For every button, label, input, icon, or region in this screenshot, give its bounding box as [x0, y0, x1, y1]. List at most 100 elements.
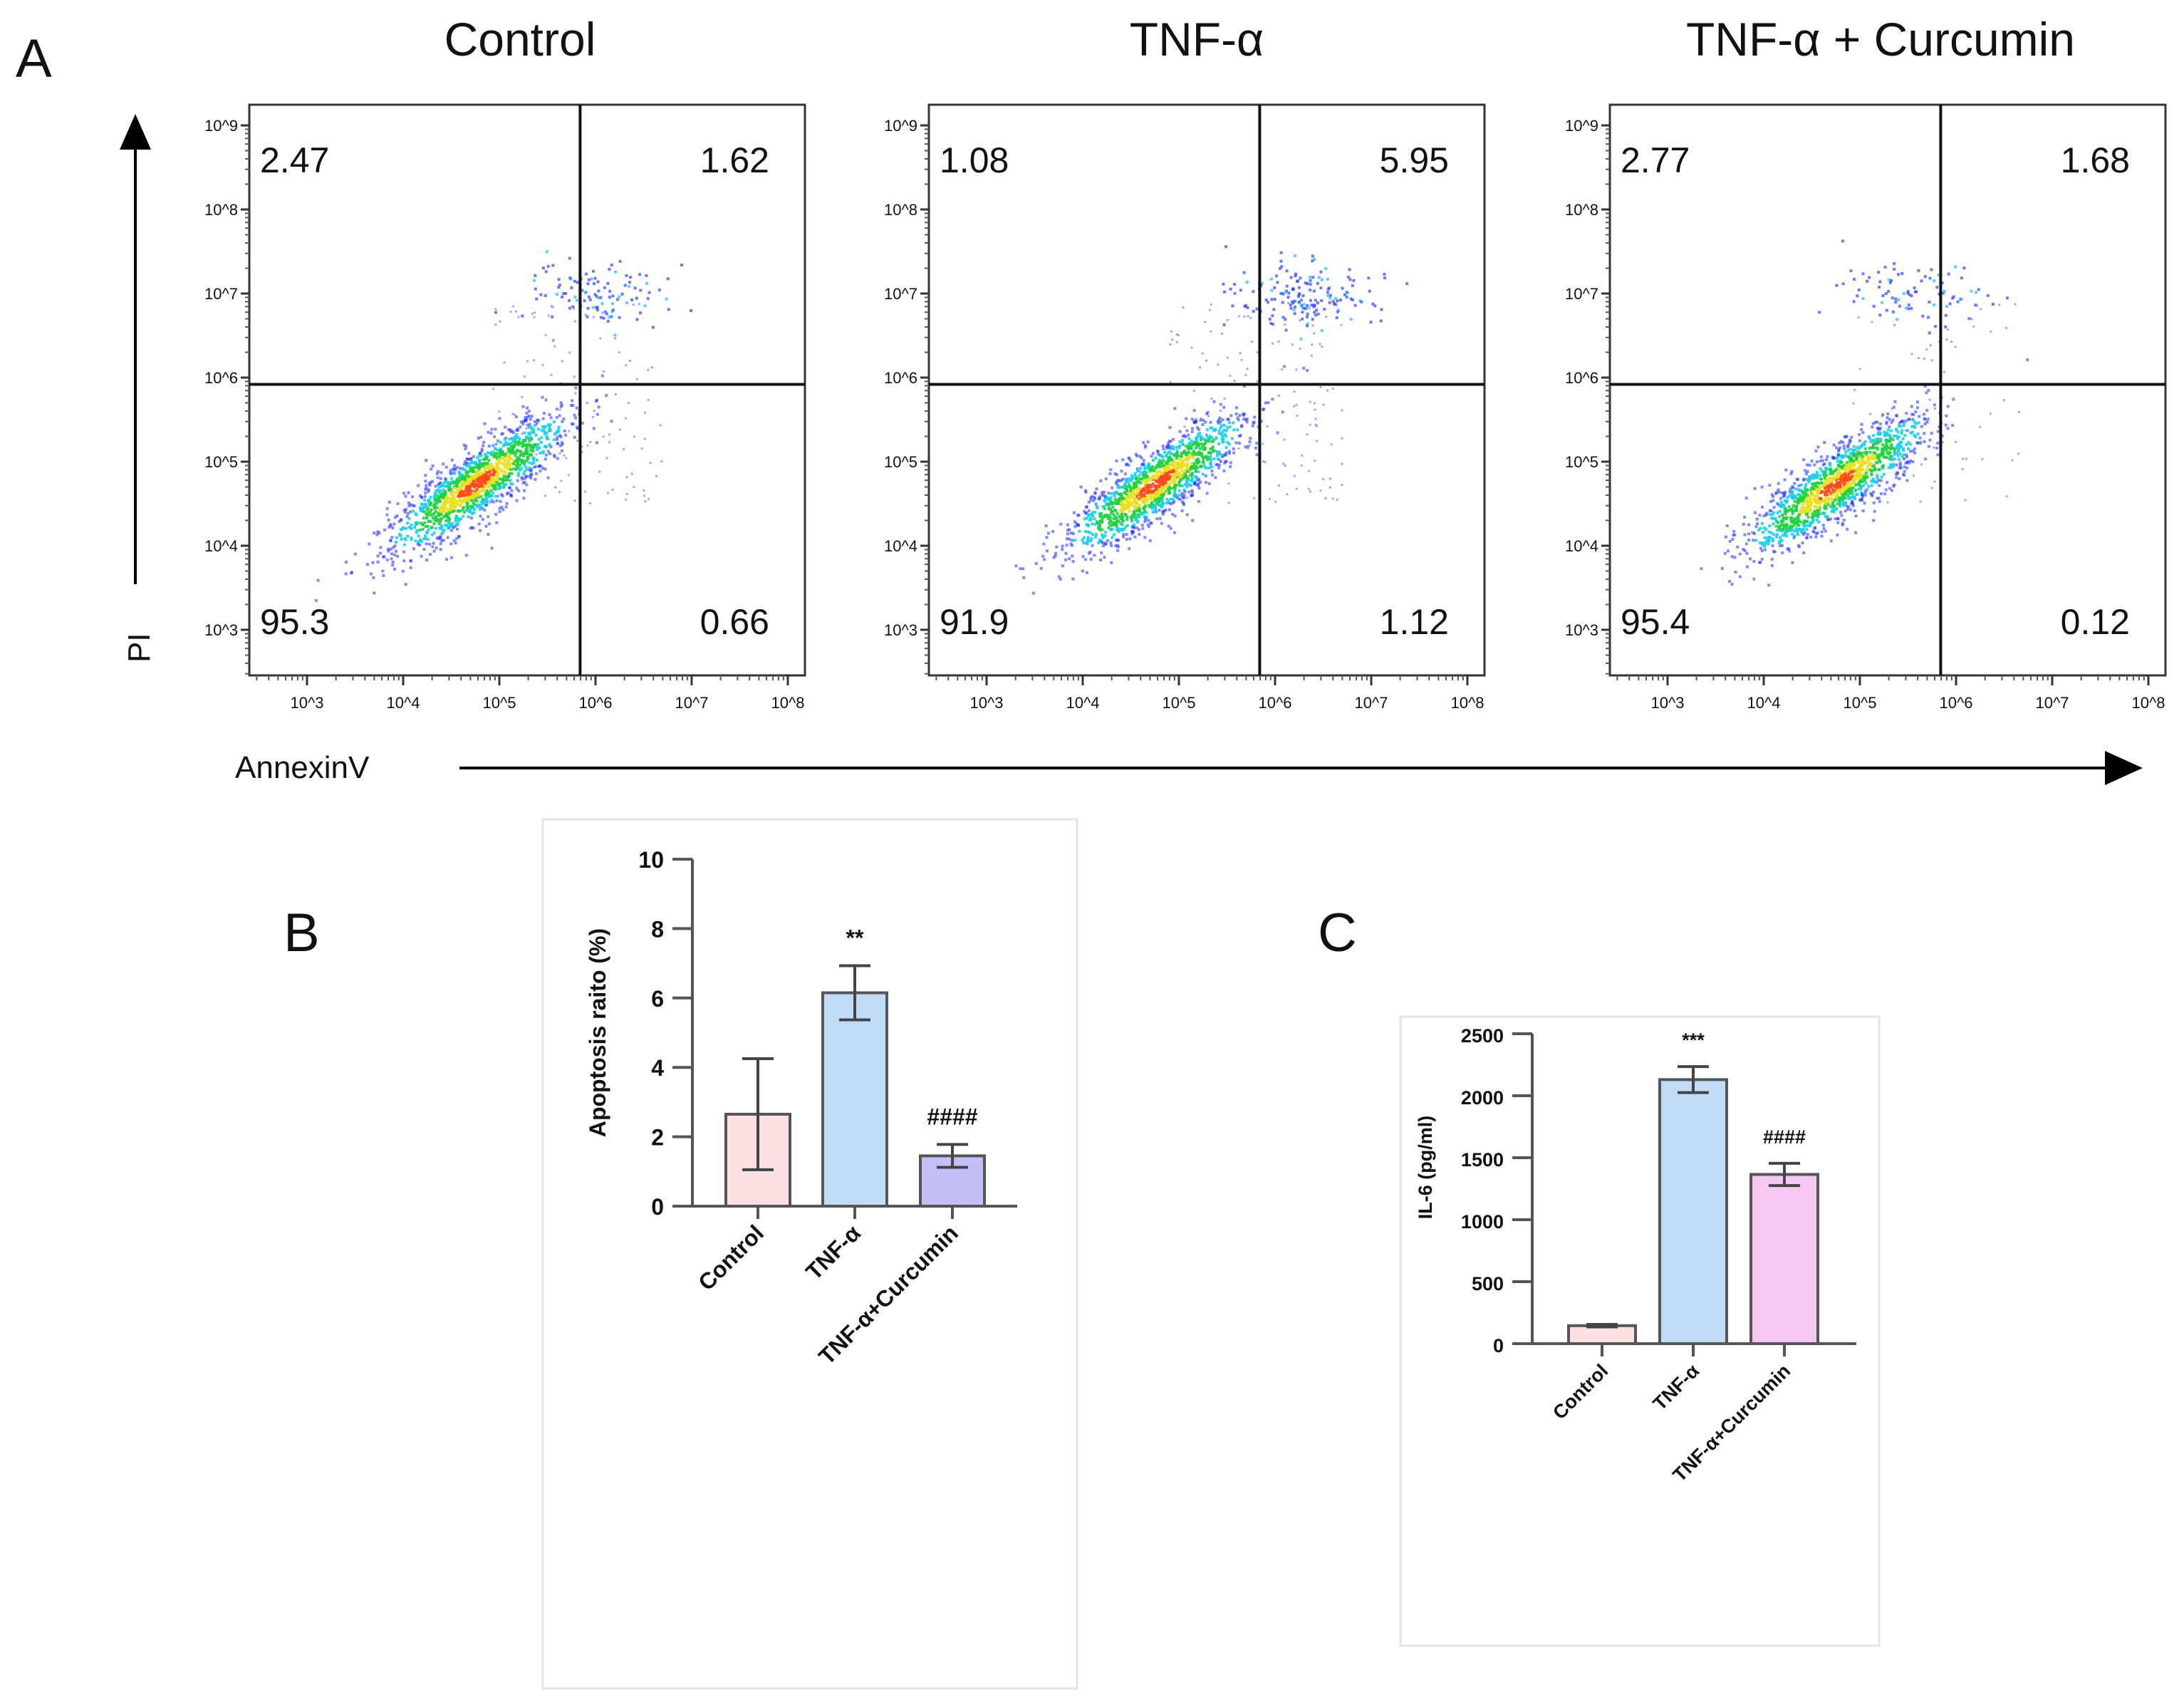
scatter-point: [1313, 402, 1316, 405]
scatter-point: [1160, 478, 1164, 482]
scatter-point: [1244, 373, 1247, 376]
scatter-point: [534, 287, 537, 291]
scatter-point: [551, 306, 554, 308]
scatter-point: [1184, 472, 1187, 475]
scatter-point: [1872, 434, 1876, 437]
scatter-point: [536, 442, 540, 446]
scatter-point: [529, 449, 533, 452]
scatter-point: [1270, 298, 1274, 301]
scatter-point: [1172, 494, 1175, 498]
scatter-point: [1253, 497, 1256, 499]
scatter-point: [1836, 485, 1839, 489]
scatter-point: [1781, 528, 1784, 531]
scatter-point: [1785, 534, 1789, 538]
scatter-point: [1264, 401, 1267, 405]
scatter-point: [1199, 438, 1202, 442]
scatter-point: [1936, 442, 1940, 445]
scatter-point: [589, 440, 592, 443]
scatter-point: [462, 492, 465, 496]
scatter-point: [437, 489, 440, 492]
scatter-point: [1104, 531, 1108, 534]
scatter-point: [467, 474, 470, 478]
scatter-point: [1170, 479, 1174, 483]
scatter-point: [1130, 519, 1134, 523]
scatter-point: [625, 301, 628, 305]
scatter-point: [606, 492, 609, 494]
scatter-point: [409, 559, 412, 563]
scatter-point: [498, 510, 501, 514]
scatter-point: [1861, 442, 1865, 445]
scatter-point: [1789, 529, 1792, 532]
panel-label-b: B: [284, 903, 320, 963]
scatter-point: [469, 495, 472, 499]
scatter-point: [1211, 445, 1215, 449]
scatter-point: [1098, 515, 1102, 519]
scatter-point: [1112, 517, 1116, 521]
scatter-point: [1804, 499, 1808, 502]
scatter-point: [1796, 493, 1800, 497]
scatter-point: [1844, 450, 1848, 454]
scatter-point: [1810, 460, 1814, 463]
scatter-point: [551, 340, 554, 343]
scatter-point: [1807, 499, 1811, 502]
scatter-point: [1801, 490, 1805, 494]
scatter-point: [1116, 545, 1120, 549]
scatter-point: [1781, 514, 1784, 517]
scatter-point: [1856, 469, 1860, 472]
scatter-point: [436, 469, 440, 473]
scatter-point: [1226, 356, 1229, 359]
scatter-point: [552, 438, 556, 442]
scatter-point: [1103, 499, 1106, 503]
scatter-point: [541, 363, 544, 366]
scatter-point: [1091, 511, 1094, 514]
scatter-point: [1840, 481, 1844, 484]
scatter-point: [467, 482, 470, 485]
scatter-point: [523, 489, 526, 492]
scatter-point: [1125, 493, 1129, 497]
scatter-point: [1893, 447, 1897, 450]
scatter-point: [1125, 477, 1129, 481]
scatter-point: [440, 471, 443, 474]
scatter-point: [492, 444, 495, 447]
scatter-point: [1877, 479, 1881, 482]
scatter-point: [1834, 476, 1838, 479]
scatter-point: [1893, 450, 1896, 453]
scatter-point: [1139, 477, 1143, 481]
scatter-point: [1360, 300, 1363, 303]
scatter-point: [1205, 359, 1208, 362]
scatter-point: [1826, 486, 1830, 489]
scatter-point: [1383, 273, 1386, 276]
scatter-point: [1864, 462, 1868, 465]
scatter-point: [504, 474, 508, 478]
scatter-point: [1162, 459, 1165, 462]
scatter-point: [1849, 482, 1853, 485]
scatter-point: [521, 432, 524, 435]
scatter-point: [1274, 500, 1277, 503]
scatter-point: [1207, 482, 1211, 485]
scatter-point: [1174, 494, 1177, 497]
scatter-point: [545, 435, 548, 438]
scatter-point: [495, 521, 499, 524]
scatter-point: [1744, 542, 1748, 546]
scatter-point: [1197, 484, 1200, 487]
scatter-point: [501, 450, 505, 454]
scatter-point: [1923, 417, 1927, 421]
scatter-point: [511, 431, 515, 435]
scatter-point: [1173, 407, 1177, 410]
scatter-point: [1772, 499, 1775, 502]
scatter-point: [1179, 498, 1182, 501]
scatter-point: [633, 486, 635, 489]
scatter-point: [1772, 522, 1775, 526]
scatter-point: [1913, 433, 1916, 437]
scatter-point: [1859, 476, 1863, 479]
scatter-point: [1128, 501, 1132, 504]
scatter-point: [1891, 455, 1894, 459]
scatter-point: [1180, 468, 1184, 472]
scatter-point: [511, 305, 514, 308]
scatter-point: [1791, 492, 1794, 496]
scatter-point: [1823, 474, 1826, 477]
scatter-point: [1090, 537, 1093, 541]
scatter-point: [1826, 489, 1829, 492]
scatter-point: [494, 452, 497, 456]
scatter-point: [1135, 467, 1139, 471]
